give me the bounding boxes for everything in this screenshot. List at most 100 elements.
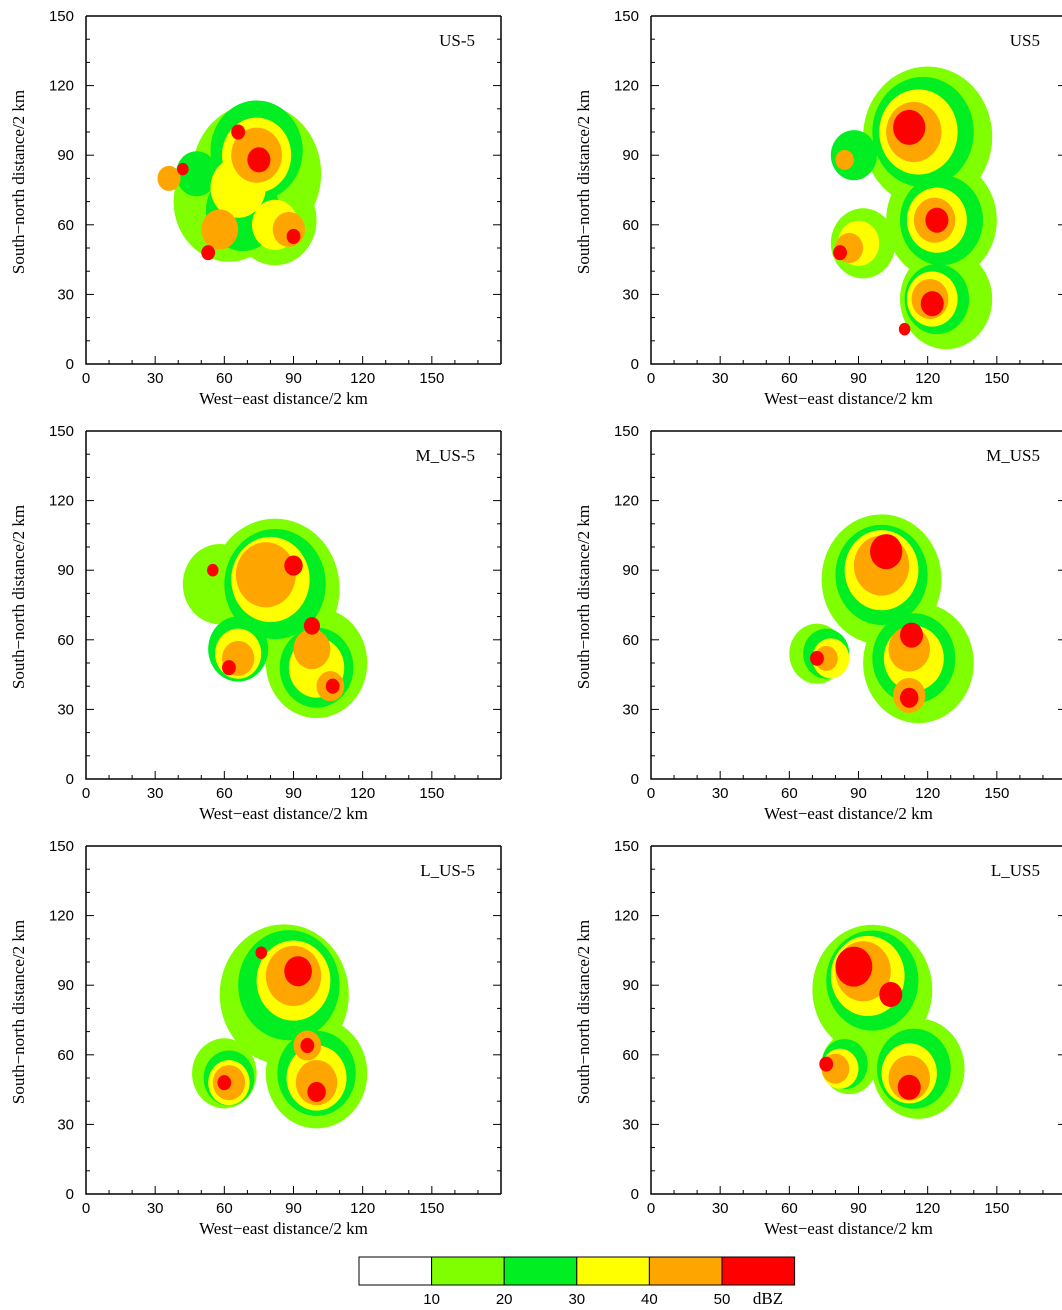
colorbar-swatch: [503, 1256, 578, 1286]
y-tick-label: 0: [66, 771, 74, 788]
x-tick-label: 0: [82, 785, 90, 802]
y-tick-label: 90: [57, 562, 74, 579]
echo-cell-50dbz: [307, 1081, 326, 1102]
echo-cell-20dbz: [175, 151, 218, 197]
echo-cell-50dbz: [325, 678, 340, 694]
y-tick-label: 90: [622, 977, 639, 994]
x-tick-label: 0: [647, 1200, 655, 1217]
echo-cell-40dbz: [157, 165, 181, 191]
y-tick-label: 0: [631, 1186, 639, 1203]
panel-label: US-5: [439, 31, 475, 50]
colorbar-label: 10: [423, 1291, 440, 1308]
panel-4: 0 30 60 90 120 150 0 30 60 90 120 150 West−east dist…: [574, 423, 1062, 823]
y-tick-label: 30: [57, 286, 74, 303]
y-tick-label: 120: [614, 908, 639, 925]
reflectivity-field: [157, 100, 322, 266]
echo-cell-40dbz: [293, 629, 331, 670]
y-tick-label: 90: [57, 977, 74, 994]
x-tick-label: 30: [147, 785, 164, 802]
echo-cell-50dbz: [898, 322, 911, 336]
x-tick-label: 120: [915, 370, 940, 387]
y-tick-label: 60: [57, 1047, 74, 1064]
y-tick-label: 60: [622, 632, 639, 649]
y-tick-label: 0: [631, 356, 639, 373]
echo-cell-50dbz: [303, 617, 321, 635]
y-tick-label: 30: [622, 701, 639, 718]
x-axis-title: West−east distance/2 km: [764, 804, 933, 823]
y-tick-label: 0: [66, 356, 74, 373]
axes-frame: [650, 15, 1062, 365]
reflectivity-field: [812, 924, 965, 1119]
echo-cell-50dbz: [284, 555, 303, 576]
echo-cell-50dbz: [247, 147, 271, 173]
echo-cell-50dbz: [879, 981, 903, 1008]
colorbar-swatch: [431, 1256, 505, 1286]
y-tick-label: 60: [57, 632, 74, 649]
echo-cell-50dbz: [920, 291, 944, 317]
panel-5: 0 30 60 90 120 150 0 30 60 90 120 150 West−east dist…: [9, 838, 502, 1238]
y-tick-label: 120: [614, 493, 639, 510]
x-tick-label: 0: [647, 370, 655, 387]
x-axis-title: West−east distance/2 km: [764, 389, 933, 408]
y-tick-label: 120: [49, 78, 74, 95]
y-tick-label: 120: [49, 908, 74, 925]
y-axis-title: South−north distance/2 km: [574, 505, 593, 689]
reflectivity-field: [182, 518, 368, 719]
y-tick-label: 150: [49, 838, 74, 855]
y-tick-label: 120: [614, 78, 639, 95]
x-axis-title: West−east distance/2 km: [764, 1219, 933, 1238]
echo-cell-50dbz: [900, 687, 919, 708]
x-tick-label: 60: [216, 370, 233, 387]
reflectivity-field: [789, 514, 974, 724]
x-axis-title: West−east distance/2 km: [199, 1219, 368, 1238]
y-tick-label: 0: [66, 1186, 74, 1203]
echo-cell-50dbz: [286, 228, 301, 244]
x-tick-label: 150: [419, 1200, 444, 1217]
panel-1: 0 30 60 90 120 150 0 30 60 90 120 150 West−east dist…: [9, 8, 502, 408]
echo-cell-50dbz: [835, 946, 873, 987]
echo-cell-40dbz: [835, 149, 854, 170]
y-tick-label: 30: [622, 286, 639, 303]
colorbar: 10 20 30 40 50 dBZ: [358, 1256, 796, 1308]
x-tick-label: 60: [216, 1200, 233, 1217]
y-tick-label: 90: [57, 147, 74, 164]
y-tick-label: 30: [57, 701, 74, 718]
x-tick-label: 30: [147, 1200, 164, 1217]
x-axis-title: West−east distance/2 km: [199, 389, 368, 408]
x-tick-label: 60: [781, 370, 798, 387]
x-tick-label: 90: [850, 1200, 867, 1217]
echo-cell-50dbz: [222, 660, 236, 676]
y-tick-label: 150: [614, 423, 639, 440]
y-tick-label: 120: [49, 493, 74, 510]
echo-cell-50dbz: [217, 1075, 232, 1091]
x-tick-label: 150: [419, 370, 444, 387]
x-tick-label: 150: [984, 370, 1009, 387]
panel-2: 0 30 60 90 120 150 0 30 60 90 120 150 West−east dist…: [574, 8, 1062, 408]
x-tick-label: 30: [712, 370, 729, 387]
x-tick-label: 30: [712, 785, 729, 802]
echo-cell-50dbz: [177, 162, 189, 176]
x-tick-label: 60: [781, 1200, 798, 1217]
echo-cell-50dbz: [893, 109, 926, 145]
colorbar-label: 30: [568, 1291, 585, 1308]
y-tick-label: 60: [57, 217, 74, 234]
x-tick-label: 150: [419, 785, 444, 802]
colorbar-swatch: [721, 1256, 796, 1286]
x-tick-label: 90: [850, 785, 867, 802]
y-tick-label: 30: [622, 1116, 639, 1133]
echo-cell-50dbz: [810, 650, 824, 666]
y-axis-title: South−north distance/2 km: [9, 920, 28, 1104]
echo-cell-50dbz: [870, 534, 903, 570]
x-tick-label: 30: [147, 370, 164, 387]
echo-cell-50dbz: [284, 956, 312, 987]
colorbar-label: 50: [714, 1291, 731, 1308]
y-tick-label: 90: [622, 147, 639, 164]
colorbar-swatch: [576, 1256, 650, 1286]
echo-cell-50dbz: [819, 1056, 834, 1072]
x-tick-label: 120: [915, 785, 940, 802]
colorbar-label: 20: [496, 1291, 513, 1308]
x-tick-label: 60: [216, 785, 233, 802]
y-tick-label: 30: [57, 1116, 74, 1133]
echo-cell-50dbz: [207, 563, 219, 577]
y-tick-label: 0: [631, 771, 639, 788]
